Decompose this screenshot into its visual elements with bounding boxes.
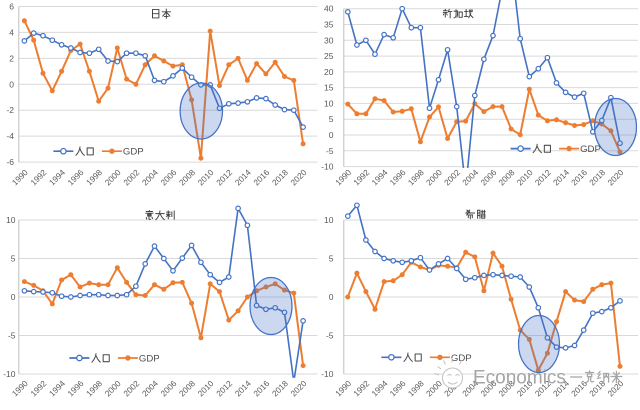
svg-text:10: 10 bbox=[6, 215, 16, 225]
svg-text:-2: -2 bbox=[6, 105, 14, 115]
svg-text:0: 0 bbox=[11, 292, 16, 302]
svg-text:0: 0 bbox=[329, 130, 334, 140]
svg-text:15: 15 bbox=[324, 83, 334, 93]
svg-text:30: 30 bbox=[324, 35, 334, 45]
svg-text:-10: -10 bbox=[3, 369, 16, 379]
svg-text:2: 2 bbox=[9, 53, 14, 63]
svg-text:5: 5 bbox=[329, 114, 334, 124]
svg-text:GDP: GDP bbox=[580, 144, 601, 155]
svg-text:25: 25 bbox=[324, 51, 334, 61]
svg-text:5: 5 bbox=[329, 253, 334, 263]
svg-text:0: 0 bbox=[9, 79, 14, 89]
svg-text:-6: -6 bbox=[6, 157, 14, 167]
svg-text:20: 20 bbox=[324, 67, 334, 77]
svg-text:4: 4 bbox=[9, 27, 14, 37]
svg-text:-5: -5 bbox=[8, 331, 16, 341]
svg-text:GDP: GDP bbox=[139, 354, 160, 365]
svg-text:-5: -5 bbox=[326, 146, 334, 156]
svg-text:35: 35 bbox=[324, 20, 334, 30]
svg-text:GDP: GDP bbox=[451, 353, 472, 364]
svg-text:5: 5 bbox=[11, 253, 16, 263]
svg-text:10: 10 bbox=[324, 215, 334, 225]
svg-text:-5: -5 bbox=[326, 331, 334, 341]
svg-text:0: 0 bbox=[329, 292, 334, 302]
svg-text:Economics: Economics bbox=[473, 368, 566, 389]
svg-text:-10: -10 bbox=[321, 162, 334, 172]
svg-text:GDP: GDP bbox=[123, 147, 144, 158]
svg-text:10: 10 bbox=[324, 98, 334, 108]
svg-text:-4: -4 bbox=[6, 131, 14, 141]
svg-text:40: 40 bbox=[324, 4, 334, 14]
svg-text:6: 6 bbox=[9, 2, 14, 12]
svg-text:-10: -10 bbox=[321, 369, 334, 379]
